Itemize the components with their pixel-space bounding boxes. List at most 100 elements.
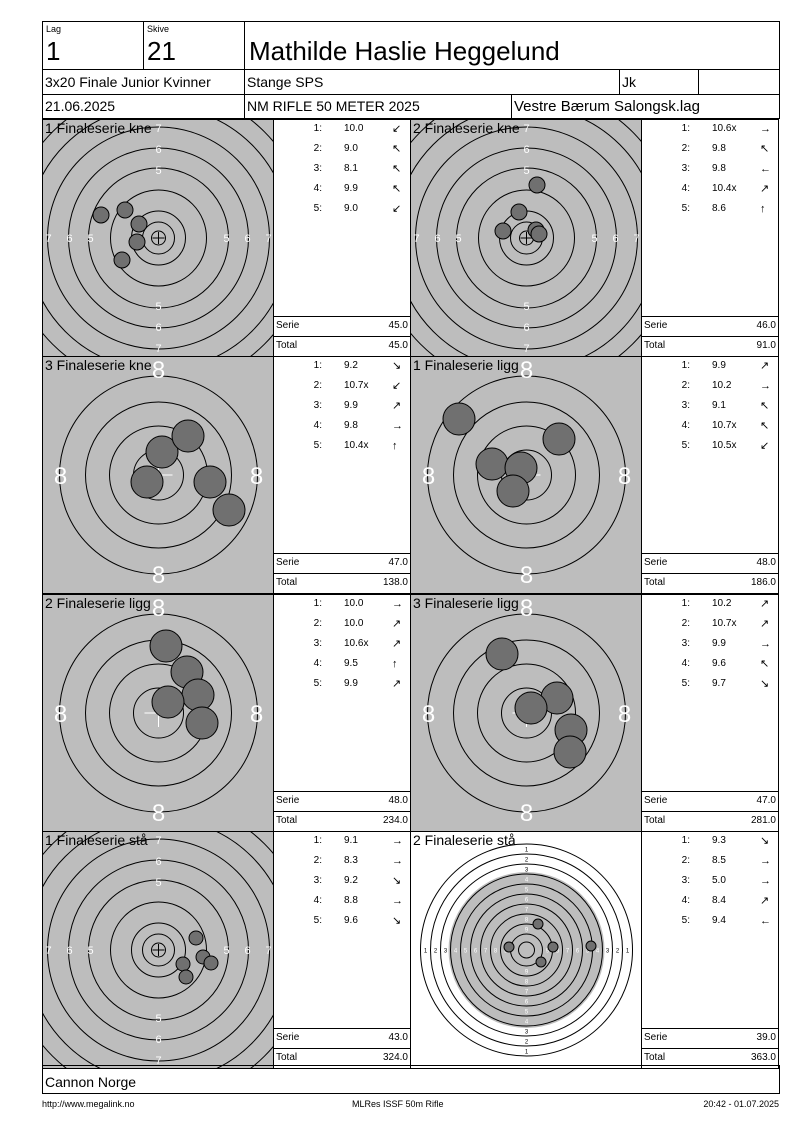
ring-label: 8 bbox=[618, 701, 631, 728]
shot-marker bbox=[510, 203, 528, 221]
shot-value: 9.5 bbox=[344, 658, 358, 669]
shot-value: 9.9 bbox=[712, 638, 726, 649]
ring-label: 8 bbox=[556, 949, 560, 955]
ring-label: 5 bbox=[525, 888, 529, 894]
shot-value: 10.2 bbox=[712, 380, 732, 391]
total-label: Total bbox=[644, 815, 666, 826]
shot-row: 3: 9.1 ↖ bbox=[642, 399, 778, 419]
shot-list-panel: 1: 9.9 ↗ 2: 10.2 → 3: 9.1 ↖ 4: 10.7x ↖ 5: 10.5x ↙ Serie… bbox=[641, 356, 779, 594]
shot-direction-icon: ↗ bbox=[760, 360, 770, 372]
ring-label: 8 bbox=[250, 701, 263, 728]
shot-direction-icon: ↘ bbox=[392, 360, 402, 372]
shot-row: 4: 9.9 ↖ bbox=[274, 182, 410, 202]
ring-label: 5 bbox=[464, 949, 468, 955]
skive-label: Skive bbox=[147, 24, 170, 34]
serie-row: Serie 45.0 bbox=[274, 316, 410, 335]
organizer-name: Vestre Bærum Salongsk.lag bbox=[514, 98, 700, 115]
shot-value: 10.0 bbox=[344, 598, 364, 609]
ring-label: 5 bbox=[525, 1010, 529, 1016]
ring-label: 6 bbox=[155, 144, 161, 156]
serie-label: Serie bbox=[644, 320, 668, 331]
ring-label: 7 bbox=[265, 945, 271, 957]
shot-direction-icon: ← bbox=[760, 915, 771, 927]
shot-value: 10.7x bbox=[712, 618, 737, 629]
ring-label: 6 bbox=[66, 233, 72, 245]
shot-row: 2: 8.5 → bbox=[642, 854, 778, 874]
shot-direction-icon: ↘ bbox=[760, 678, 770, 690]
shot-row: 5: 9.6 ↘ bbox=[274, 914, 410, 934]
shot-list-panel: 1: 9.2 ↘ 2: 10.7x ↙ 3: 9.9 ↗ 4: 9.8 → 5: 10.4x ↑ Serie 4… bbox=[273, 356, 411, 594]
shot-marker bbox=[130, 465, 164, 499]
ring-label: 7 bbox=[413, 233, 419, 245]
ring-label: 5 bbox=[155, 877, 161, 889]
serie-score: 45.0 bbox=[388, 320, 408, 331]
ring-label: 8 bbox=[54, 463, 67, 490]
shot-row: 1: 10.0 ↙ bbox=[274, 122, 410, 142]
shot-direction-icon: ↗ bbox=[392, 638, 402, 650]
shot-number: 1: bbox=[681, 123, 690, 134]
shot-row: 2: 10.2 → bbox=[642, 379, 778, 399]
ring-label: 1 bbox=[424, 949, 428, 955]
panel-title: 1 Finaleserie stå bbox=[45, 832, 148, 848]
shot-value: 10.0 bbox=[344, 123, 364, 134]
shot-list-panel: 1: 10.0 ↙ 2: 9.0 ↖ 3: 8.1 ↖ 4: 9.9 ↖ 5: 9.0 ↙ Serie 45.0… bbox=[273, 119, 411, 357]
total-row: Total 91.0 bbox=[642, 336, 778, 355]
ring-label: 3 bbox=[444, 949, 448, 955]
serie-label: Serie bbox=[644, 1032, 668, 1043]
shot-direction-icon: ↖ bbox=[392, 143, 402, 155]
shot-row: 1: 10.2 ↗ bbox=[642, 597, 778, 617]
target-panel: 1 Finaleserie stå8888777766665555 bbox=[42, 831, 274, 1069]
ring-label: 6 bbox=[66, 945, 72, 957]
shot-row: 4: 10.7x ↖ bbox=[642, 419, 778, 439]
shot-value: 8.5 bbox=[712, 855, 726, 866]
serie-row: Serie 46.0 bbox=[642, 316, 778, 335]
shooter-name: Mathilde Haslie Heggelund bbox=[249, 36, 560, 66]
shot-marker bbox=[193, 465, 227, 499]
ring-label: 5 bbox=[155, 301, 161, 313]
shot-direction-icon: ↗ bbox=[392, 618, 402, 630]
serie-row: Serie 43.0 bbox=[274, 1028, 410, 1047]
ring-label: 6 bbox=[474, 949, 478, 955]
ring-label: 4 bbox=[454, 949, 458, 955]
shot-marker bbox=[496, 474, 530, 508]
total-score: 186.0 bbox=[750, 577, 776, 588]
ring-label: 1 bbox=[626, 949, 630, 955]
total-label: Total bbox=[276, 815, 298, 826]
target-image: 8888777766665555 bbox=[43, 832, 273, 1068]
serie-label: Serie bbox=[276, 1032, 300, 1043]
shot-value: 9.6 bbox=[344, 915, 358, 926]
shot-direction-icon: → bbox=[760, 875, 771, 887]
ring-label: 8 bbox=[618, 463, 631, 490]
shot-direction-icon: → bbox=[392, 895, 403, 907]
ring-label: 2 bbox=[616, 949, 620, 955]
target-image: 8 8 8 8 bbox=[411, 595, 641, 831]
ring-label: 5 bbox=[87, 233, 93, 245]
shot-number: 3: bbox=[313, 163, 322, 174]
shot-marker bbox=[494, 222, 512, 240]
panel-title: 2 Finaleserie ligg bbox=[45, 595, 151, 611]
shot-marker bbox=[528, 176, 546, 194]
shot-number: 4: bbox=[313, 658, 322, 669]
shot-row: 4: 9.8 → bbox=[274, 419, 410, 439]
total-label: Total bbox=[276, 1052, 298, 1063]
ring-label: 5 bbox=[87, 945, 93, 957]
ring-label: 5 bbox=[586, 949, 590, 955]
shot-row: 4: 8.4 ↗ bbox=[642, 894, 778, 914]
shot-value: 9.7 bbox=[712, 678, 726, 689]
ring-label: 7 bbox=[45, 945, 51, 957]
shot-list-panel: 1: 10.0 → 2: 10.0 ↗ 3: 10.6x ↗ 4: 9.5 ↑ 5: 9.9 ↗ Serie 4… bbox=[273, 594, 411, 832]
total-row: Total 234.0 bbox=[274, 811, 410, 830]
shot-number: 3: bbox=[681, 163, 690, 174]
ring-label: 8 bbox=[152, 595, 165, 622]
ring-label: 7 bbox=[566, 949, 570, 955]
class-value: Jk bbox=[622, 74, 636, 90]
shot-row: 4: 9.6 ↖ bbox=[642, 657, 778, 677]
ring-label: 3 bbox=[525, 1030, 529, 1036]
shot-direction-icon: ↘ bbox=[760, 835, 770, 847]
ring-label: 6 bbox=[434, 233, 440, 245]
shot-value: 10.2 bbox=[712, 598, 732, 609]
shot-number: 3: bbox=[313, 875, 322, 886]
footer-url[interactable]: http://www.megalink.no bbox=[42, 1099, 135, 1109]
ring-label: 5 bbox=[223, 233, 229, 245]
shooter-name-cell: Mathilde Haslie Heggelund bbox=[244, 21, 780, 70]
